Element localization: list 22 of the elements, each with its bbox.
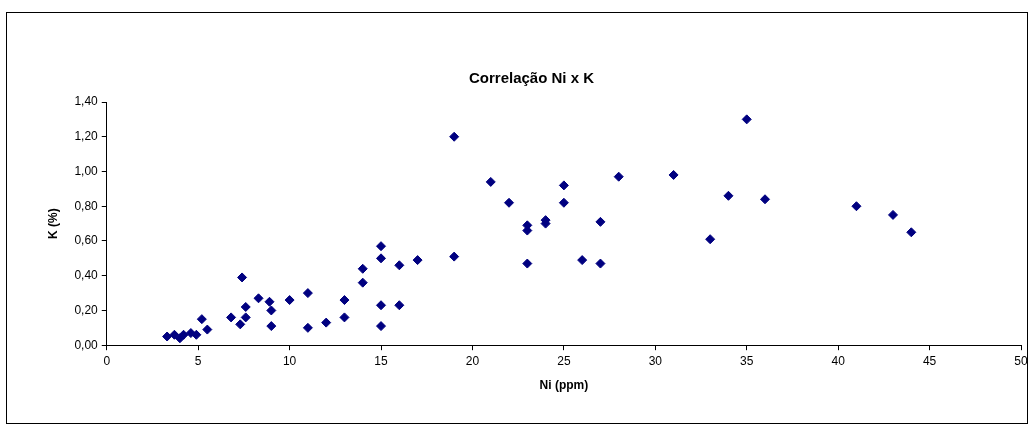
x-tick-label: 20 bbox=[465, 353, 480, 368]
x-tick-label: 30 bbox=[648, 353, 663, 368]
x-tick-label: 15 bbox=[374, 353, 389, 368]
x-axis-title: Ni (ppm) bbox=[539, 378, 589, 393]
y-tick-label: 0,80 bbox=[74, 198, 99, 213]
x-tick-label: 5 bbox=[194, 353, 202, 368]
x-tick-label: 45 bbox=[922, 353, 937, 368]
y-axis-title: K (%) bbox=[45, 208, 60, 239]
chart-title: Correlação Ni x K bbox=[468, 69, 595, 87]
x-tick-label: 40 bbox=[831, 353, 846, 368]
x-tick-label: 35 bbox=[740, 353, 754, 368]
y-tick-label: 1,40 bbox=[74, 94, 99, 109]
x-tick-label: 50 bbox=[1014, 353, 1028, 368]
y-tick-label: 1,20 bbox=[74, 129, 99, 144]
x-tick-label: 10 bbox=[282, 353, 297, 368]
y-tick-label: 0,60 bbox=[74, 233, 99, 248]
y-tick-label: 0,20 bbox=[74, 302, 99, 317]
x-tick-label: 0 bbox=[103, 353, 111, 368]
x-tick-label: 25 bbox=[557, 353, 571, 368]
y-tick-label: 0,00 bbox=[74, 337, 99, 352]
y-tick-label: 0,40 bbox=[74, 268, 99, 283]
y-tick-label: 1,00 bbox=[74, 163, 99, 178]
